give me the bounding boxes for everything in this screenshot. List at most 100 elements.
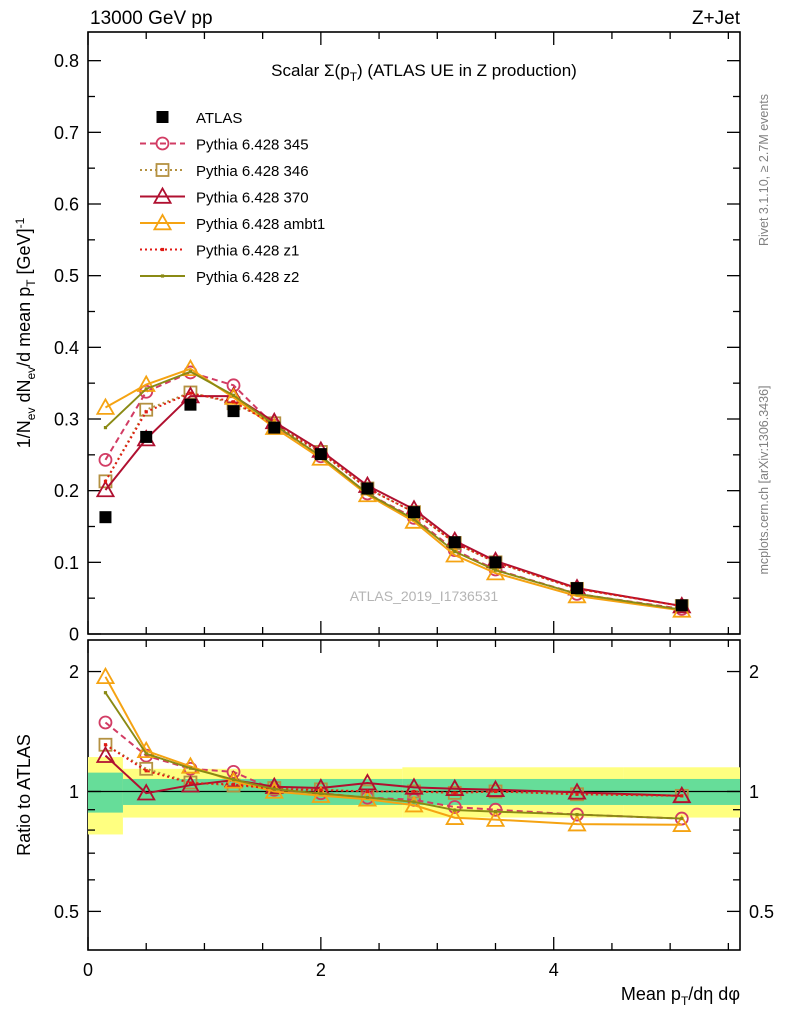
data-marker-triangle [445, 778, 465, 796]
data-marker-dot [160, 274, 165, 278]
y-tick-label: 0.5 [54, 266, 79, 286]
data-marker-dot [160, 247, 165, 252]
watermark-label: ATLAS_2019_I1736531 [350, 588, 499, 604]
data-marker-triangle [485, 809, 506, 827]
ratio-y-tick-label: 1 [69, 782, 79, 802]
data-marker-dot [575, 792, 579, 796]
data-marker-triangle [264, 781, 284, 799]
data-marker-dot [103, 479, 108, 483]
ratio-y-axis-ticks: 0.5 0.5 1 1 2 2 [54, 662, 774, 922]
x-axis-ticks [87, 32, 730, 634]
series-pythia-6-428-ambt1 [95, 358, 692, 618]
data-marker-dot [272, 787, 276, 791]
series-pythia-6-428-z2 [103, 691, 684, 821]
data-marker-dot [453, 791, 457, 795]
data-marker-triangle [223, 387, 244, 405]
data-marker-triangle [136, 783, 156, 801]
legend-item-0[interactable]: ATLAS [156, 110, 243, 127]
data-marker-dot [412, 517, 416, 521]
data-marker-circle [488, 802, 503, 817]
data-marker-dot [144, 410, 148, 414]
series-line [104, 392, 682, 607]
main-y-axis-ticks: 0 0.1 0.2 0.3 0.4 0.5 0.6 0.7 0.8 [54, 51, 740, 645]
sidebar-rivet-label: Rivet 3.1.10, ≥ 2.7M events [757, 94, 771, 246]
legend-label: Pythia 6.428 z2 [196, 269, 299, 286]
header-right-label: Z+Jet [692, 8, 741, 29]
data-marker-dot [188, 766, 193, 770]
y-tick-label: 0 [69, 625, 79, 645]
sidebar-mcplots-label: mcplots.cern.ch [arXiv:1306.3436] [757, 386, 771, 575]
data-marker-dot [680, 794, 684, 798]
data-marker-circle [155, 136, 170, 151]
data-marker-triangle [152, 213, 173, 231]
data-marker-triangle [404, 777, 424, 795]
ratio-y-tick-label-right: 1 [749, 782, 759, 802]
data-marker-square [139, 761, 154, 776]
legend-item-6[interactable]: Pythia 6.428 z2 [140, 269, 299, 286]
data-marker-square-filled [489, 556, 502, 569]
series-pythia-6-428-ambt1 [95, 666, 692, 832]
header-left-label: 13000 GeV pp [90, 8, 213, 29]
data-marker-dot [188, 391, 193, 395]
y-tick-label: 0.7 [54, 123, 79, 143]
data-marker-dot [231, 782, 236, 786]
ratio-y-tick-label: 0.5 [54, 902, 79, 922]
data-marker-dot [144, 769, 148, 773]
data-marker-triangle [136, 740, 156, 759]
data-marker-dot [144, 387, 148, 391]
y-tick-label: 0.3 [54, 410, 79, 430]
data-marker-dot [575, 812, 579, 817]
ratio-band-green [88, 772, 123, 813]
data-marker-dot [188, 781, 193, 785]
series-line [104, 692, 682, 820]
series-pythia-6-428-z1 [103, 743, 684, 798]
main-plot-title: Scalar Σ(pT) (ATLAS UE in Z production) [271, 61, 577, 84]
data-marker-triangle [95, 666, 116, 685]
data-marker-dot [231, 778, 236, 782]
legend-item-5[interactable]: Pythia 6.428 z1 [140, 243, 299, 260]
data-marker-triangle [567, 782, 587, 800]
data-marker-circle [447, 800, 462, 814]
y-tick-label: 0.8 [54, 51, 79, 71]
data-marker-triangle [264, 776, 284, 794]
x-tick-label: 0 [83, 960, 93, 980]
legend-item-4[interactable]: Pythia 6.428 ambt1 [140, 213, 325, 233]
legend-item-2[interactable]: Pythia 6.428 346 [140, 163, 309, 180]
data-marker-triangle [180, 756, 201, 774]
data-marker-triangle [445, 807, 465, 825]
data-marker-triangle [95, 745, 116, 763]
data-marker-dot [493, 568, 498, 572]
data-marker-circle [226, 378, 241, 393]
data-marker-square-filled [99, 511, 112, 524]
x-tick-label: 4 [549, 960, 559, 980]
data-marker-dot [103, 691, 108, 695]
data-marker-square-filled [571, 582, 583, 595]
data-marker-square-filled [268, 421, 281, 434]
data-marker-dot [144, 752, 148, 756]
data-marker-dot [103, 743, 108, 747]
data-marker-dot [412, 800, 416, 804]
series-line [104, 743, 682, 797]
series-line [104, 754, 682, 797]
series-line [104, 370, 682, 611]
legend: ATLAS Pythia 6.428 345 Pythia 6.428 346 Pyt… [140, 110, 325, 286]
main-y-axis-label: 1/Nev dNev/d mean pT [GeV]-1 [13, 217, 38, 448]
data-marker-triangle [95, 480, 116, 498]
data-marker-triangle [95, 397, 116, 415]
legend-item-1[interactable]: Pythia 6.428 345 [140, 137, 309, 154]
data-marker-triangle [567, 814, 587, 832]
legend-item-3[interactable]: Pythia 6.428 370 [140, 186, 309, 207]
data-marker-circle [226, 764, 241, 779]
y-tick-label: 0.2 [54, 481, 79, 501]
data-marker-triangle [180, 358, 201, 377]
legend-label: Pythia 6.428 ambt1 [196, 216, 325, 233]
ratio-y-tick-label-right: 0.5 [749, 902, 774, 922]
series-atlas [99, 398, 688, 612]
series-pythia-6-428-370 [95, 745, 692, 804]
data-marker-dot [365, 795, 370, 800]
x-axis-ticks: 0 2 4 [83, 640, 730, 980]
y-tick-label: 0.4 [54, 338, 79, 358]
data-marker-triangle [136, 374, 156, 392]
